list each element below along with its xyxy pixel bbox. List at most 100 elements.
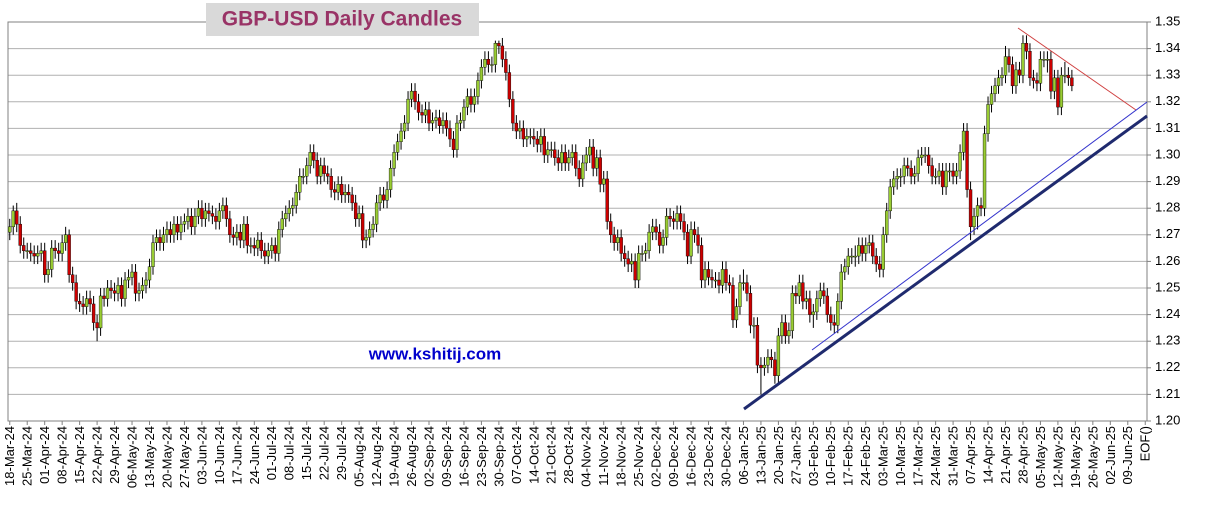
x-tick-label: 07-Oct-24 xyxy=(509,426,524,484)
x-tick-label: 10-Jun-24 xyxy=(212,426,227,485)
candle-body xyxy=(720,269,725,286)
candle-body xyxy=(203,210,208,220)
candle-body xyxy=(986,104,990,134)
x-tick-label: 28-Apr-25 xyxy=(1015,426,1030,484)
candle-body xyxy=(497,43,501,47)
candle-body xyxy=(133,271,138,294)
candle-body xyxy=(773,359,777,376)
candle-body xyxy=(224,205,229,220)
candle-body xyxy=(1021,43,1025,76)
candle-body xyxy=(273,245,277,254)
candles xyxy=(8,35,1074,395)
candle-body xyxy=(633,261,637,281)
candle-body xyxy=(214,215,218,222)
candle-body xyxy=(280,218,284,230)
x-tick-label: 28-Oct-24 xyxy=(561,426,576,484)
candle-body xyxy=(458,120,463,124)
candle-body xyxy=(881,234,885,270)
candle-body xyxy=(25,250,29,252)
candle-body xyxy=(867,242,871,246)
x-tick-label: 18-Mar-24 xyxy=(2,426,17,486)
candle-body xyxy=(654,226,658,233)
x-tick-label: 19-May-25 xyxy=(1068,426,1083,488)
candle-body xyxy=(916,157,920,174)
x-tick-label: 18-Nov-24 xyxy=(614,426,629,487)
candle-body xyxy=(266,250,270,257)
x-tick-label: 25-Mar-24 xyxy=(20,426,35,486)
candle-body xyxy=(493,43,498,65)
candle-body xyxy=(423,109,428,116)
x-tick-label: 26-May-25 xyxy=(1085,426,1100,488)
candle-body xyxy=(315,160,319,177)
x-tick-label: 25-Nov-24 xyxy=(631,426,646,487)
candle-body xyxy=(91,303,96,323)
x-tick-label: 24-Mar-25 xyxy=(928,426,943,486)
candle-body xyxy=(175,223,180,233)
y-tick-label: 1.25 xyxy=(1155,279,1180,294)
candle-body xyxy=(413,90,417,103)
candle-body xyxy=(364,237,368,241)
candle-body xyxy=(158,237,162,243)
candle-body xyxy=(500,45,505,60)
candle-body xyxy=(486,59,491,65)
candle-body xyxy=(451,138,456,150)
candle-body xyxy=(465,96,470,108)
x-tick-label: 16-Dec-24 xyxy=(683,426,698,487)
candle-body xyxy=(528,136,533,138)
candle-body xyxy=(200,207,204,220)
candle-body xyxy=(67,234,71,275)
x-tick-label: 27-May-24 xyxy=(177,426,192,488)
candle-body xyxy=(560,152,564,164)
candle-body xyxy=(385,189,389,201)
candle-body xyxy=(762,364,767,369)
candle-body xyxy=(221,205,225,212)
candle-body xyxy=(616,237,620,243)
candle-body xyxy=(689,229,693,257)
x-tick-label: 29-Jul-24 xyxy=(334,426,349,480)
candle-body xyxy=(360,213,365,241)
candle-body xyxy=(609,221,613,236)
candle-body xyxy=(231,234,236,238)
candle-body xyxy=(888,186,892,212)
y-tick-label: 1.24 xyxy=(1155,306,1180,321)
resistance-trendline xyxy=(1017,27,1137,111)
candle-body xyxy=(319,165,323,177)
x-tick-label: 23-Dec-24 xyxy=(701,426,716,487)
candle-body xyxy=(926,154,931,166)
candle-body xyxy=(339,184,344,196)
candle-body xyxy=(996,77,1001,87)
support-trendline xyxy=(743,114,1148,411)
x-tick-label: 09-Dec-24 xyxy=(666,426,681,487)
candle-body xyxy=(109,287,113,291)
candle-body xyxy=(755,325,760,366)
candle-body xyxy=(954,170,959,177)
candle-body xyxy=(1031,77,1036,81)
x-tick-label: 04-Nov-24 xyxy=(579,426,594,487)
candle-body xyxy=(602,178,606,185)
candle-body xyxy=(329,176,333,190)
candle-body xyxy=(462,106,466,121)
candle-body xyxy=(420,112,424,116)
candle-body xyxy=(70,274,75,283)
support-trendline-thin xyxy=(811,101,1148,351)
y-tick-label: 1.26 xyxy=(1155,253,1180,268)
candle-body xyxy=(1045,59,1050,61)
y-tick-label: 1.22 xyxy=(1155,359,1180,374)
x-tick-label: 03-Feb-25 xyxy=(806,426,821,486)
candle-body xyxy=(825,295,829,315)
website-annotation: www.kshitij.com xyxy=(368,344,502,363)
candle-body xyxy=(22,245,26,251)
candle-body xyxy=(769,356,774,361)
candle-body xyxy=(836,301,840,326)
candle-body xyxy=(126,277,131,281)
candle-body xyxy=(650,226,655,233)
candle-body xyxy=(196,207,201,217)
candle-body xyxy=(539,136,543,145)
candle-body xyxy=(238,231,243,241)
candle-body xyxy=(207,210,211,214)
candle-body xyxy=(864,245,868,254)
candle-body xyxy=(567,157,571,164)
candle-body xyxy=(724,269,728,283)
y-tick-label: 1.34 xyxy=(1155,40,1180,55)
